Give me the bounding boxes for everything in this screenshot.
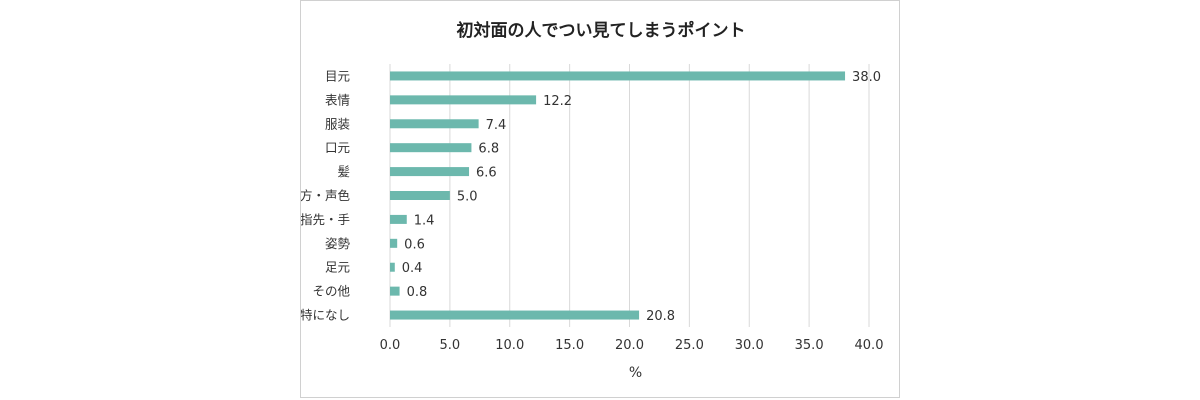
x-tick-label: 10.0 <box>495 338 524 353</box>
category-label: 口元 <box>325 140 350 155</box>
category-label: 姿勢 <box>325 236 351 251</box>
data-label: 20.8 <box>646 309 675 324</box>
x-tick-label: 20.0 <box>615 338 644 353</box>
x-tick-label: 35.0 <box>795 338 824 353</box>
data-label: 5.0 <box>457 190 478 205</box>
category-label: 指先・手 <box>301 212 350 227</box>
bar <box>390 262 395 272</box>
data-label: 12.2 <box>543 94 572 109</box>
x-tick-label: 30.0 <box>735 338 764 353</box>
chart-frame: 初対面の人でつい見てしまうポイント 0.0 5.0 10.0 15.0 20.0 25.0… <box>300 0 900 398</box>
category-label: 服装 <box>325 116 350 131</box>
chart-title: 初対面の人でつい見てしまうポイント <box>456 21 746 41</box>
data-label: 1.4 <box>414 213 435 228</box>
category-label: 話し方・声色 <box>301 188 350 203</box>
category-label: 特になし <box>301 308 350 323</box>
x-tick-label: 25.0 <box>675 338 704 353</box>
bar <box>390 286 400 296</box>
data-label: 7.4 <box>486 118 507 133</box>
data-label: 0.6 <box>404 237 425 252</box>
bar-chart: 0.0 5.0 10.0 15.0 20.0 25.0 30.0 35.0 40.0% 目元 38.… <box>301 64 884 381</box>
category-label: 髪 <box>337 164 350 179</box>
bar <box>390 71 846 81</box>
data-label: 6.8 <box>478 142 499 157</box>
x-tick-label: 15.0 <box>555 338 584 353</box>
bar <box>390 214 407 224</box>
x-axis-title: % <box>629 365 642 381</box>
category-label: 足元 <box>325 260 350 275</box>
data-label: 38.0 <box>852 70 881 85</box>
x-tick-label: 0.0 <box>380 338 401 353</box>
x-tick-label: 5.0 <box>440 338 461 353</box>
category-label: 表情 <box>325 92 350 107</box>
bar <box>390 143 472 153</box>
data-label: 0.8 <box>407 285 428 300</box>
bar <box>390 191 450 200</box>
data-label: 6.6 <box>476 166 497 181</box>
x-tick-label: 40.0 <box>855 338 884 353</box>
category-label: その他 <box>312 284 350 299</box>
bar <box>390 119 479 129</box>
data-label: 0.4 <box>402 261 423 276</box>
category-label: 目元 <box>325 68 350 83</box>
bar <box>390 95 537 105</box>
bar <box>390 167 470 177</box>
bar <box>390 238 398 248</box>
bar <box>390 310 640 320</box>
